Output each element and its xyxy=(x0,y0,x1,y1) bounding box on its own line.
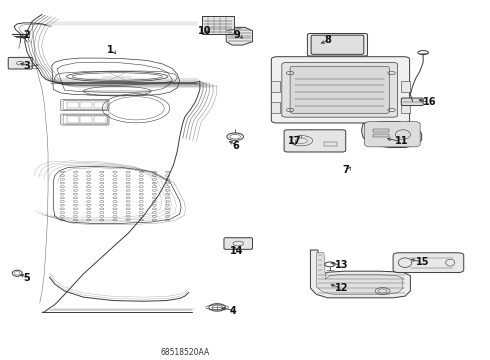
Polygon shape xyxy=(310,250,411,298)
Polygon shape xyxy=(317,253,403,294)
Text: 17: 17 xyxy=(288,136,301,147)
Bar xyxy=(324,142,338,146)
FancyBboxPatch shape xyxy=(282,63,397,117)
Text: 68518520AA: 68518520AA xyxy=(160,348,210,357)
FancyBboxPatch shape xyxy=(284,130,346,152)
Text: 7: 7 xyxy=(343,165,349,175)
Text: 13: 13 xyxy=(335,260,349,270)
Bar xyxy=(202,17,234,34)
Text: 9: 9 xyxy=(234,30,241,40)
Bar xyxy=(271,102,280,113)
Text: 1: 1 xyxy=(107,45,114,55)
Text: 11: 11 xyxy=(395,136,409,147)
Text: 8: 8 xyxy=(324,35,331,45)
FancyBboxPatch shape xyxy=(401,98,423,105)
Bar xyxy=(67,102,79,108)
Bar xyxy=(373,134,390,137)
Bar xyxy=(80,117,93,123)
Polygon shape xyxy=(362,122,422,148)
Text: 2: 2 xyxy=(23,30,30,40)
FancyBboxPatch shape xyxy=(365,122,420,147)
Text: 10: 10 xyxy=(197,26,211,36)
Text: 16: 16 xyxy=(423,98,437,108)
FancyBboxPatch shape xyxy=(224,238,252,249)
FancyBboxPatch shape xyxy=(311,35,364,54)
Bar xyxy=(401,81,410,92)
Text: 3: 3 xyxy=(23,61,30,71)
Bar xyxy=(401,102,410,113)
Text: 5: 5 xyxy=(23,273,30,283)
Text: 4: 4 xyxy=(230,306,237,316)
Bar xyxy=(94,117,106,123)
FancyBboxPatch shape xyxy=(393,253,464,273)
Bar xyxy=(94,102,106,108)
Text: 15: 15 xyxy=(416,257,429,267)
Text: 12: 12 xyxy=(335,283,349,293)
Text: 14: 14 xyxy=(230,246,244,256)
Text: 6: 6 xyxy=(232,141,239,151)
Bar xyxy=(373,129,390,132)
FancyBboxPatch shape xyxy=(307,33,368,56)
Bar xyxy=(80,102,93,108)
Bar xyxy=(271,81,280,92)
FancyBboxPatch shape xyxy=(271,57,410,123)
Polygon shape xyxy=(226,27,252,45)
FancyBboxPatch shape xyxy=(290,66,390,113)
FancyBboxPatch shape xyxy=(8,57,32,69)
Bar xyxy=(67,117,79,123)
